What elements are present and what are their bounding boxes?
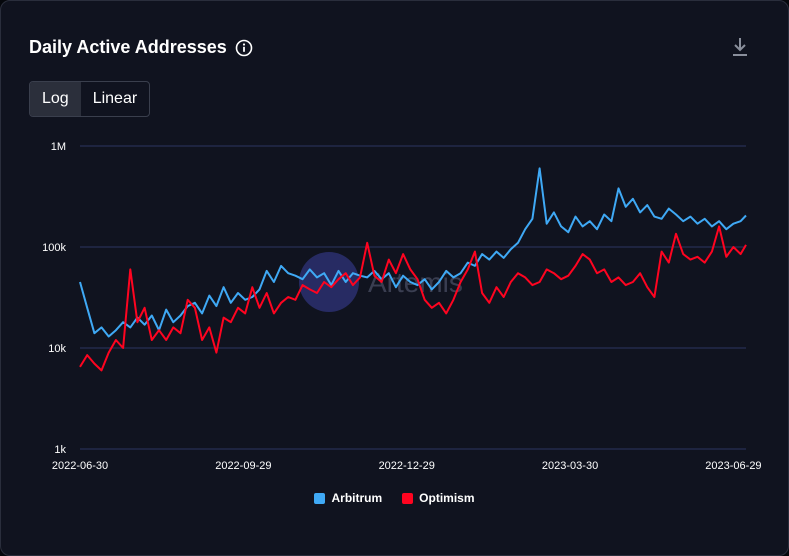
legend-item-optimism[interactable]: Optimism [402,491,475,505]
download-icon[interactable] [731,37,749,57]
title-row: Daily Active Addresses [29,37,253,58]
y-axis: 1k 10k 100k 1M [42,141,66,456]
y-tick-label: 1k [54,444,66,456]
y-tick-label: 10k [48,343,66,355]
x-tick-label: 2023-06-29 [705,460,761,472]
x-tick-label: 2022-06-30 [52,460,108,472]
info-circle-icon[interactable] [235,39,253,57]
y-tick-label: 1M [51,141,66,153]
legend: Arbitrum Optimism [0,491,789,505]
legend-swatch-optimism [402,492,414,504]
x-tick-label: 2023-03-30 [542,460,598,472]
legend-swatch-arbitrum [314,492,326,504]
legend-label-arbitrum: Arbitrum [331,491,383,505]
legend-label-optimism: Optimism [419,491,475,505]
y-tick-label: 100k [42,242,66,254]
grid [80,145,746,450]
scale-toggle: Log Linear [29,81,151,117]
linear-scale-button[interactable]: Linear [92,90,138,107]
log-scale-button[interactable]: Log [30,82,81,116]
series-lines [79,167,747,372]
x-tick-label: 2022-12-29 [379,460,435,472]
legend-item-arbitrum[interactable]: Arbitrum [314,491,382,505]
x-tick-label: 2022-09-29 [215,460,271,472]
chart-title: Daily Active Addresses [29,37,227,57]
series-line-arbitrum [79,167,747,338]
x-axis: 2022-06-30 2022-09-29 2022-12-29 2023-03-30… [52,460,762,472]
series-line-optimism [79,225,747,372]
